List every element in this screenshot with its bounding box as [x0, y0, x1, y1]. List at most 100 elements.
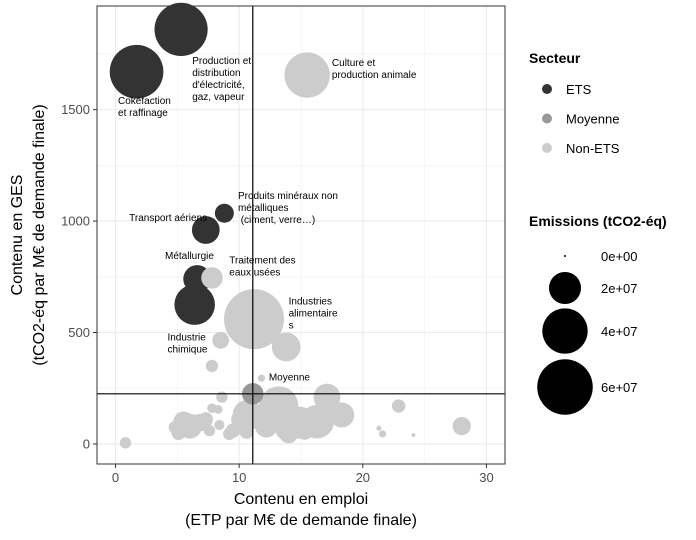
legend-color-key: [542, 113, 552, 124]
data-point-non-ets: [168, 421, 182, 434]
data-point-ets: [174, 284, 215, 325]
data-point-non-ets: [203, 424, 216, 437]
annotation-label: Industries alimentaire s: [289, 297, 338, 332]
data-point-ets: [214, 203, 234, 223]
data-point-non-ets: [213, 405, 223, 414]
y-tick-label: 0: [83, 436, 90, 451]
annotation-line: Cokéfaction: [118, 96, 171, 107]
legend-size-key: [542, 308, 588, 354]
data-point-ets: [109, 44, 164, 99]
y-axis-title-line: (tCO2-éq par M€ de demande finale): [31, 104, 48, 365]
data-point-non-ets: [262, 401, 281, 420]
data-point-non-ets: [231, 411, 248, 428]
y-axis-title-line: Contenu en GES: [9, 175, 26, 296]
annotation-label: Cokéfaction et raffinage: [118, 96, 171, 119]
annotation-line: Transport aériens: [129, 213, 207, 224]
data-point-non-ets: [379, 430, 387, 438]
legend-size-key: [564, 255, 566, 257]
x-tick-label: 0: [112, 470, 119, 485]
tick-labels: 0 10 20 30 0 500 1000 1500: [61, 102, 494, 485]
legend-color-key: [542, 143, 552, 153]
annotation-line: production animale: [332, 70, 417, 81]
data-point-non-ets: [452, 416, 471, 436]
legend-color-key: [542, 84, 552, 94]
data-point-non-ets: [284, 52, 330, 98]
legend-size-title: Emissions (tCO2-éq): [529, 213, 667, 229]
y-tick-label: 1500: [61, 102, 90, 117]
annotation-line: Industrie: [167, 332, 206, 343]
data-point-non-ets: [198, 412, 213, 427]
legend-size-key: [548, 271, 582, 305]
legend: Secteur ETS Moyenne Non-ETS Emissions (tCO2-…: [529, 50, 667, 415]
annotation-line: Produits minéraux non: [238, 191, 338, 202]
data-point-non-ets: [376, 425, 382, 431]
x-axis-title-line: (ETP par M€ de demande finale): [185, 512, 417, 529]
x-tick-label: 10: [232, 470, 246, 485]
annotation-line: (ciment, verre…): [238, 215, 315, 226]
data-point-non-ets: [239, 424, 254, 439]
annotation-label: Métallurgie: [165, 251, 214, 262]
data-point-non-ets: [212, 331, 230, 349]
legend-size-label: 4e+07: [601, 324, 638, 339]
annotations: Cokéfaction et raffinage Production et dist…: [118, 56, 417, 383]
plot-border: [96, 5, 506, 465]
annotation-label: Produits minéraux non métalliques (ciment…: [238, 191, 338, 226]
data-point-non-ets: [391, 399, 406, 413]
annotation-label: Transport aériens: [129, 213, 207, 224]
data-point-non-ets: [216, 391, 228, 403]
annotation-line: Traitement des: [229, 255, 295, 266]
annotation-line: et raffinage: [118, 108, 168, 119]
data-point-non-ets: [201, 267, 223, 289]
annotation-line: d'électricité,: [192, 80, 245, 91]
x-tick-label: 30: [479, 470, 493, 485]
legend-color-label: Non-ETS: [566, 141, 620, 156]
annotation-line: s: [289, 321, 294, 332]
reference-lines: [97, 6, 505, 464]
legend-size-label: 2e+07: [601, 281, 638, 296]
x-tick-label: 20: [356, 470, 370, 485]
annotation-line: Industries: [289, 297, 332, 308]
legend-color-label: ETS: [566, 82, 592, 97]
legend-color-title: Secteur: [529, 50, 581, 66]
annotation-line: métalliques: [238, 203, 289, 214]
annotation-line: Métallurgie: [165, 251, 214, 262]
data-point-non-ets: [257, 374, 266, 382]
annotation-line: Production et: [192, 56, 251, 67]
data-point-non-ets: [271, 332, 301, 362]
annotation-label: Industrie chimique: [167, 332, 207, 355]
x-axis-title-line: Contenu en emploi: [234, 491, 368, 508]
legend-size-label: 6e+07: [601, 380, 638, 395]
annotation-label: Culture et production animale: [332, 58, 417, 81]
legend-size-label: 0e+00: [601, 249, 638, 264]
data-point-non-ets: [119, 437, 132, 449]
data-point-ets: [154, 2, 208, 56]
annotation-label: Moyenne: [269, 372, 311, 383]
annotation-line: eaux usées: [229, 267, 280, 278]
annotation-label: Production et distribution d'électricité, g…: [192, 56, 251, 103]
y-tick-label: 500: [68, 325, 90, 340]
annotation-line: distribution: [192, 68, 240, 79]
annotation-line: chimique: [167, 344, 207, 355]
annotation-line: alimentaire: [289, 309, 338, 320]
points: [109, 2, 471, 449]
annotation-line: Culture et: [332, 58, 376, 69]
axis-titles: Contenu en emploi (ETP par M€ de demande …: [9, 104, 417, 529]
legend-size-key: [537, 359, 593, 415]
annotation-line: gaz, vapeur: [192, 92, 245, 103]
data-point-non-ets: [255, 414, 278, 438]
data-point-non-ets: [296, 423, 313, 440]
annotation-label: Traitement des eaux usées: [229, 255, 295, 278]
data-point-non-ets: [329, 402, 355, 428]
data-point-non-ets: [313, 383, 341, 411]
y-tick-label: 1000: [61, 214, 90, 229]
data-point-non-ets: [224, 289, 285, 350]
data-point-non-ets: [205, 359, 219, 373]
data-point-non-ets: [279, 424, 299, 444]
data-point-non-ets: [411, 433, 416, 437]
data-point-non-ets: [214, 419, 225, 431]
data-point-non-ets: [223, 427, 236, 441]
data-point-ets: [191, 216, 220, 244]
annotation-line: Moyenne: [269, 372, 311, 383]
legend-color-label: Moyenne: [566, 112, 619, 127]
